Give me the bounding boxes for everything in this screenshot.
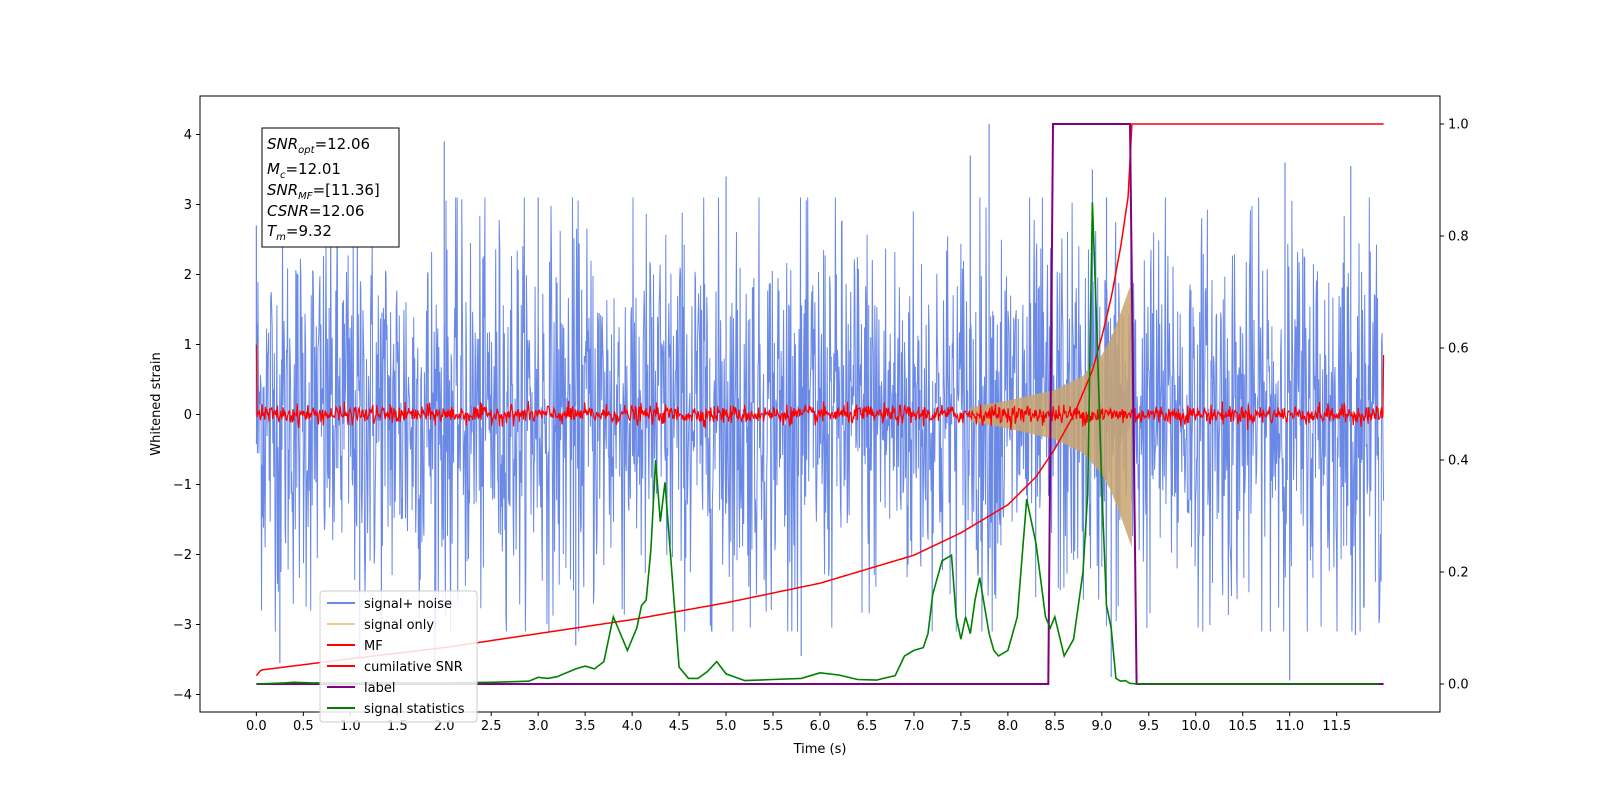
x-tick-label: 6.0 <box>810 719 831 734</box>
x-tick-label: 5.5 <box>763 719 784 734</box>
y-left-tick-label: −2 <box>173 548 192 563</box>
annotation-tm: Tm=9.32 <box>267 222 332 243</box>
y-left-tick-label: 4 <box>184 128 192 143</box>
x-tick-label: 4.5 <box>669 719 690 734</box>
x-tick-label: 9.5 <box>1138 719 1159 734</box>
y-left-tick-label: 3 <box>184 198 192 213</box>
metrics-annotation-box: SNRopt=12.06 Mc=12.01 SNRMF=[11.36] CSNR… <box>261 127 400 248</box>
x-tick-label: 7.5 <box>951 719 972 734</box>
annotation-frame <box>261 127 400 248</box>
axis-ticks: 0.0 0.5 1.0 1.5 2.0 2.5 3.0 3.5 4.0 4.5 5.0 5.5 6.0 6… <box>173 118 1469 735</box>
y-right-tick-label: 0.2 <box>1448 566 1469 581</box>
annotation-snr-opt: SNRopt=12.06 <box>267 135 370 156</box>
x-tick-label: 7.0 <box>904 719 925 734</box>
x-tick-label: 3.5 <box>575 719 596 734</box>
x-tick-label: 8.0 <box>998 719 1019 734</box>
y-left-tick-label: 2 <box>184 268 192 283</box>
x-tick-label: 3.0 <box>528 719 549 734</box>
legend-label-signal-statistics: signal statistics <box>364 702 465 717</box>
x-tick-label: 11.5 <box>1322 719 1351 734</box>
series-signal-statistics <box>256 202 1379 685</box>
y-axis-label: Whitened strain <box>149 352 164 455</box>
y-left-tick-label: −1 <box>173 478 192 493</box>
annotation-csnr: CSNR=12.06 <box>267 202 364 220</box>
legend-label-signal-only: signal only <box>364 618 434 633</box>
x-tick-label: 1.0 <box>340 719 361 734</box>
series-mf <box>255 344 1385 431</box>
y-left-tick-label: 0 <box>184 408 192 423</box>
x-tick-label: 10.0 <box>1181 719 1210 734</box>
legend-label-mf: MF <box>364 639 383 654</box>
y-left-tick-label: −3 <box>173 618 192 633</box>
y-right-tick-label: 0.8 <box>1448 230 1469 245</box>
x-tick-label: 1.5 <box>387 719 408 734</box>
y-left-tick-label: 1 <box>184 338 192 353</box>
x-tick-label: 9.0 <box>1091 719 1112 734</box>
legend-label-signal-noise: signal+ noise <box>364 597 452 612</box>
x-tick-label: 11.0 <box>1275 719 1304 734</box>
x-tick-label: 2.0 <box>434 719 455 734</box>
y-right-tick-label: 0.4 <box>1448 454 1469 469</box>
x-tick-label: 8.5 <box>1045 719 1066 734</box>
annotation-snr-mf: SNRMF=[11.36] <box>267 181 380 202</box>
x-tick-label: 2.5 <box>481 719 502 734</box>
y-right-tick-label: 0.6 <box>1448 342 1469 357</box>
x-tick-label: 5.0 <box>716 719 737 734</box>
x-tick-label: 6.5 <box>857 719 878 734</box>
x-tick-label: 4.0 <box>622 719 643 734</box>
x-axis-label: Time (s) <box>793 742 847 757</box>
legend-frame <box>319 590 478 723</box>
annotation-mc: Mc=12.01 <box>267 160 341 181</box>
legend-label-label: label <box>364 681 395 696</box>
legend: signal+ noise signal only MF cumilative … <box>319 590 478 723</box>
y-left-tick-label: −4 <box>173 688 192 703</box>
x-tick-label: 0.5 <box>293 719 314 734</box>
legend-label-cumulative-snr: cumilative SNR <box>364 660 463 675</box>
x-tick-label: 0.0 <box>246 719 267 734</box>
y-right-tick-label: 0.0 <box>1448 678 1469 693</box>
x-tick-label: 10.5 <box>1228 719 1257 734</box>
y-right-tick-label: 1.0 <box>1448 118 1469 133</box>
